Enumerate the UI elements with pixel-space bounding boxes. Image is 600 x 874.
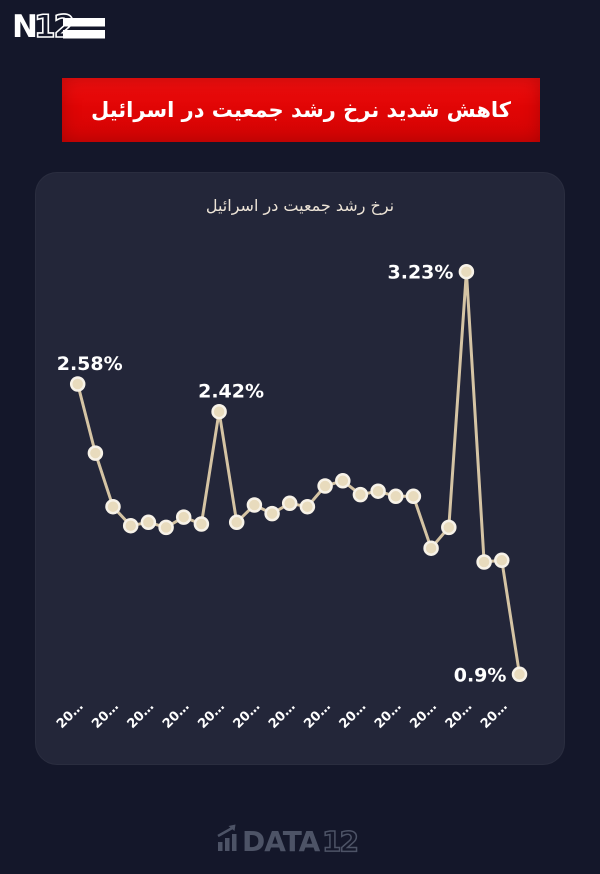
n12-logo-n: N bbox=[12, 9, 37, 43]
x-tick-label: 20… bbox=[54, 699, 87, 732]
data-point bbox=[105, 498, 121, 515]
data-point bbox=[352, 486, 369, 503]
data-point bbox=[494, 552, 510, 569]
value-label: 0.9% bbox=[454, 664, 507, 686]
chart-title: نرخ رشد جمعیت در اسرائیل bbox=[205, 196, 395, 215]
menu-bar-bottom bbox=[63, 30, 105, 39]
n12-logo: N 12 bbox=[12, 8, 105, 43]
x-tick-label: 20… bbox=[160, 699, 193, 732]
x-tick-label: 20… bbox=[89, 699, 122, 732]
x-tick-label: 20… bbox=[372, 699, 405, 732]
x-tick-label: 20… bbox=[195, 699, 228, 732]
data-point bbox=[264, 505, 280, 522]
x-tick-label: 20… bbox=[407, 699, 440, 732]
data-point bbox=[405, 488, 422, 505]
headline-banner: کاهش شدید نرخ رشد جمعیت در اسرائیل bbox=[62, 78, 540, 142]
data-point bbox=[388, 488, 404, 505]
menu-bar-top bbox=[63, 18, 105, 27]
data-point bbox=[476, 554, 492, 570]
data-point bbox=[441, 519, 457, 536]
data12-logo: DATA 12 bbox=[217, 824, 360, 858]
chart-card: نرخ رشد جمعیت در اسرائیل 20… 20… 20… 20… 20…… bbox=[35, 172, 565, 765]
data-point bbox=[158, 519, 174, 536]
data12-logo-text: DATA bbox=[242, 825, 321, 858]
data-point bbox=[335, 473, 351, 489]
data-point bbox=[281, 495, 298, 512]
data-point bbox=[317, 478, 333, 494]
chart-bars-arrow-icon bbox=[217, 824, 237, 851]
data-point bbox=[175, 509, 192, 525]
data-point bbox=[511, 666, 528, 683]
data-point bbox=[299, 498, 316, 515]
value-label: 2.58% bbox=[57, 353, 123, 375]
growth-line-chart: 20… 20… 20… 20… 20… 20… 20… 20… 20… 20… 20… 20… 20…2… bbox=[54, 262, 528, 732]
x-tick-label: 20… bbox=[443, 699, 476, 732]
data-point bbox=[140, 514, 157, 531]
data-point bbox=[211, 403, 227, 420]
data-point bbox=[370, 483, 386, 499]
data12-logo-digits: 12 bbox=[322, 825, 357, 858]
headline-text: کاهش شدید نرخ رشد جمعیت در اسرائیل bbox=[90, 97, 511, 122]
data-point bbox=[246, 497, 263, 513]
data-point bbox=[423, 540, 439, 556]
value-label: 2.42% bbox=[198, 381, 264, 403]
x-tick-label: 20… bbox=[231, 699, 264, 732]
x-tick-label: 20… bbox=[266, 699, 299, 732]
x-tick-label: 20… bbox=[337, 699, 370, 732]
data-point bbox=[193, 516, 210, 532]
data-point bbox=[87, 445, 104, 461]
x-tick-label: 20… bbox=[478, 699, 511, 732]
value-label: 3.23% bbox=[388, 262, 454, 284]
x-tick-label: 20… bbox=[125, 699, 158, 732]
data-point bbox=[122, 517, 139, 534]
data-point bbox=[458, 263, 475, 280]
line-series bbox=[76, 270, 521, 676]
data-point bbox=[69, 376, 86, 392]
x-tick-label: 20… bbox=[301, 699, 334, 732]
data-point bbox=[228, 514, 245, 531]
